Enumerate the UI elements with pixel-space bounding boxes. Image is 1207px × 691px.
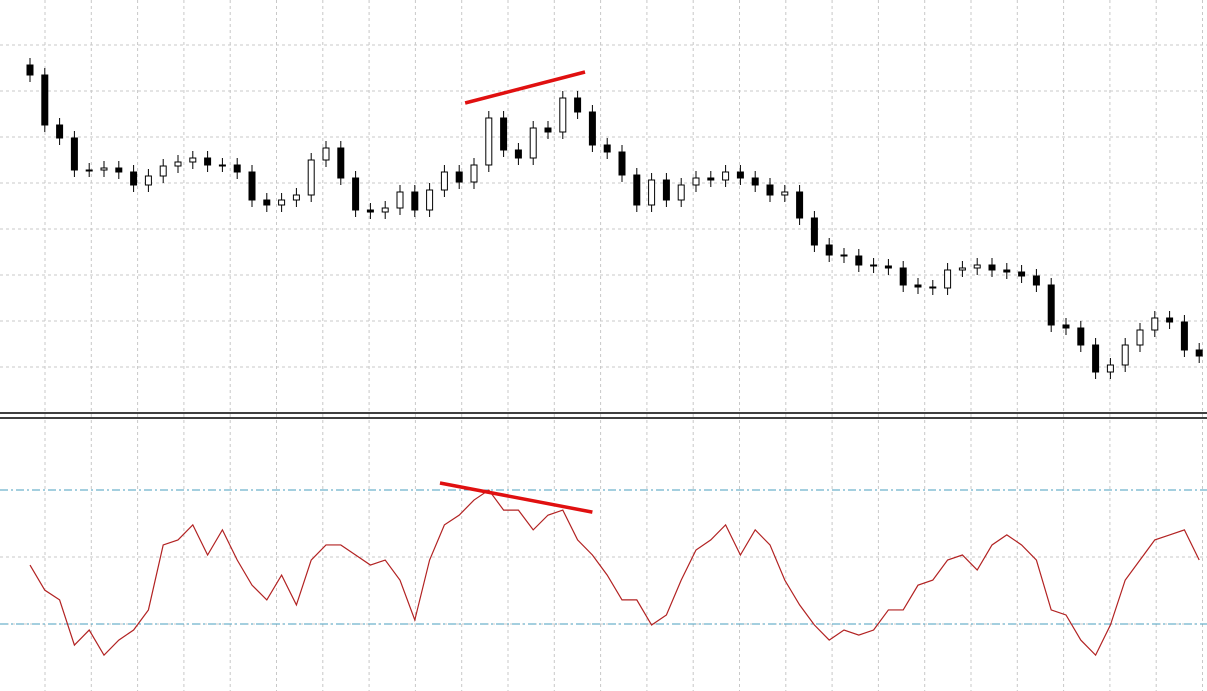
candle-body bbox=[870, 264, 878, 267]
candle-body bbox=[1180, 321, 1188, 351]
candle-body bbox=[130, 171, 138, 186]
candle-body bbox=[855, 255, 863, 266]
candle-body bbox=[204, 157, 212, 166]
candle-body bbox=[263, 199, 271, 206]
candle-body bbox=[707, 177, 715, 181]
candle-body bbox=[781, 191, 789, 196]
candle-body bbox=[648, 179, 656, 206]
candle-body bbox=[929, 286, 937, 289]
candle-body bbox=[618, 151, 626, 176]
trend-line bbox=[464, 70, 586, 105]
candle-body bbox=[1195, 349, 1203, 357]
candle-body bbox=[381, 207, 389, 213]
candle-body bbox=[1151, 317, 1159, 331]
candle-body bbox=[218, 164, 226, 167]
candle-body bbox=[1121, 344, 1129, 366]
candle-body bbox=[1032, 275, 1040, 286]
candle-body bbox=[751, 177, 759, 186]
candle-body bbox=[973, 264, 981, 269]
candle-body bbox=[426, 189, 434, 211]
candle-body bbox=[411, 191, 419, 211]
candle-body bbox=[307, 159, 315, 196]
candle-body bbox=[352, 177, 360, 211]
candle-body bbox=[337, 147, 345, 179]
candle-body bbox=[1047, 284, 1055, 326]
candle-body bbox=[722, 171, 730, 181]
candle-body bbox=[692, 177, 700, 186]
candle-body bbox=[514, 149, 522, 159]
candle-body bbox=[884, 265, 892, 269]
candle-body bbox=[1106, 364, 1114, 373]
candle-body bbox=[662, 179, 670, 201]
candle-body bbox=[988, 264, 996, 271]
candle-body bbox=[529, 127, 537, 159]
candle-body bbox=[278, 199, 286, 206]
candle-body bbox=[366, 209, 374, 213]
candle-body bbox=[500, 117, 508, 151]
candle-body bbox=[914, 284, 922, 288]
candle-body bbox=[292, 194, 300, 201]
candle-body bbox=[144, 175, 152, 186]
candle-body bbox=[233, 164, 241, 173]
candle-body bbox=[85, 169, 93, 172]
candle-body bbox=[633, 174, 641, 206]
candle-body bbox=[248, 171, 256, 201]
candle-body bbox=[485, 117, 493, 166]
candle-body bbox=[455, 171, 463, 183]
candle-body bbox=[840, 254, 848, 257]
candle-body bbox=[766, 184, 774, 196]
candle-body bbox=[396, 191, 404, 209]
candle-body bbox=[1018, 271, 1026, 277]
candle-body bbox=[470, 164, 478, 183]
candle-body bbox=[1003, 269, 1011, 273]
candle-body bbox=[189, 157, 197, 163]
candle-body bbox=[899, 267, 907, 286]
candle-body bbox=[677, 184, 685, 201]
candle-body bbox=[26, 64, 34, 76]
candle-body bbox=[100, 167, 108, 171]
candle-body bbox=[958, 267, 966, 271]
trend-line bbox=[439, 481, 593, 514]
candle-body bbox=[1092, 344, 1100, 373]
oscillator-line bbox=[29, 489, 1200, 657]
candle-body bbox=[115, 167, 123, 173]
candle-body bbox=[322, 147, 330, 161]
candle-body bbox=[1077, 327, 1085, 346]
candle-body bbox=[825, 244, 833, 256]
candle-body bbox=[41, 74, 49, 126]
candle-body bbox=[944, 269, 952, 289]
candle-body bbox=[544, 127, 552, 133]
candle-body bbox=[736, 171, 744, 179]
candle-body bbox=[159, 165, 167, 177]
candle-body bbox=[56, 124, 64, 139]
candle-body bbox=[603, 144, 611, 153]
candle-body bbox=[796, 191, 804, 219]
candle-body bbox=[810, 217, 818, 246]
candle-body bbox=[1136, 329, 1144, 346]
candle-body bbox=[440, 171, 448, 191]
candle-body bbox=[559, 97, 567, 133]
candle-body bbox=[174, 161, 182, 167]
candle-body bbox=[588, 111, 596, 146]
candle-body bbox=[70, 137, 78, 171]
candle-body bbox=[1062, 324, 1070, 329]
candle-body bbox=[574, 97, 582, 113]
candle-body bbox=[1166, 317, 1174, 323]
